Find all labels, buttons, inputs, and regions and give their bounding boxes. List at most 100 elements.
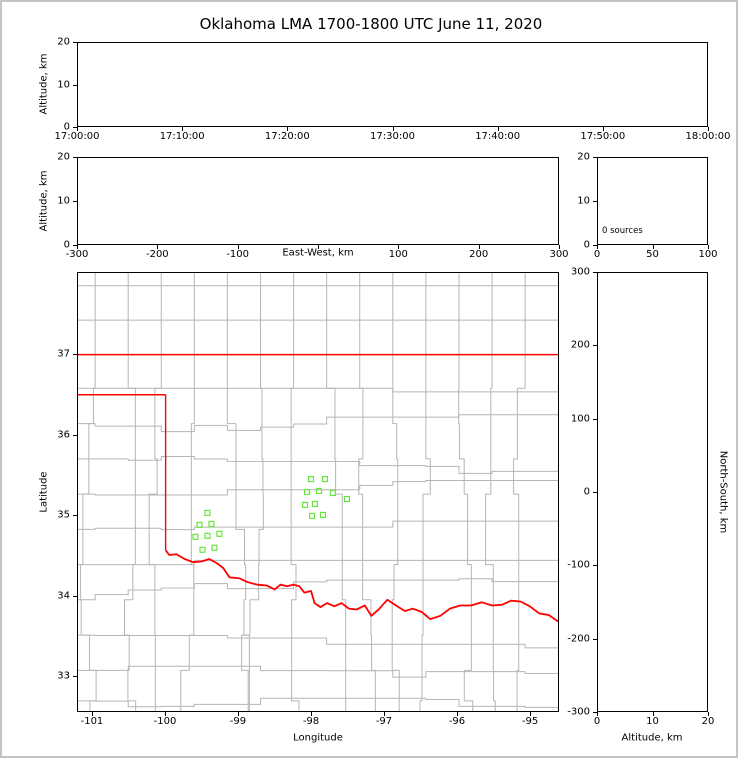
county-border — [241, 273, 264, 711]
x-tick-label: 100 — [388, 249, 408, 260]
y-tick-mark — [593, 345, 597, 347]
lma-station-marker — [204, 509, 211, 516]
x-tick-mark — [318, 245, 319, 249]
y-tick-mark — [73, 434, 77, 436]
x-tick-label: 200 — [469, 249, 489, 260]
county-border — [326, 273, 347, 711]
x-tick-label: -100 — [153, 716, 177, 727]
county-border — [80, 273, 97, 711]
lma-station-marker — [311, 500, 319, 508]
x-tick-label: 17:00:00 — [54, 131, 100, 142]
x-tick-mark — [237, 245, 239, 249]
x-tick-label: 0 — [593, 716, 601, 727]
y-tick-label: -300 — [567, 706, 590, 718]
lma-station-marker — [343, 495, 350, 503]
y-tick-label: 300 — [570, 266, 590, 278]
y-tick-mark — [73, 676, 77, 678]
panel-altitude-vs-eastwest — [77, 157, 559, 245]
y-tick-label: -100 — [567, 559, 590, 571]
x-tick-label: 18:00:00 — [685, 131, 731, 142]
x-tick-label: -200 — [145, 249, 169, 260]
y-tick-mark — [593, 565, 597, 567]
lma-station-marker — [192, 533, 199, 540]
x-tick-mark — [392, 127, 394, 131]
y-tick-mark — [593, 272, 597, 273]
y-tick-label: 20 — [577, 151, 590, 163]
x-axis-label-ew-panel: East-West, km — [282, 247, 354, 259]
x-axis-label-map: Longitude — [293, 732, 343, 744]
y-axis-label-time-panel: Altitude, km — [38, 53, 50, 115]
y-tick-label: 37 — [57, 348, 70, 360]
x-tick-label: -100 — [226, 249, 250, 260]
y-tick-mark — [593, 418, 597, 420]
y-tick-mark — [73, 354, 77, 356]
y-tick-label: -200 — [567, 633, 590, 645]
y-axis-label-ew-panel: Altitude, km — [38, 170, 50, 232]
x-tick-mark — [383, 712, 385, 716]
panel-altitude-vs-time — [77, 42, 708, 127]
lma-station-marker — [315, 487, 323, 495]
y-tick-mark — [73, 595, 77, 597]
x-tick-mark — [652, 712, 654, 716]
y-tick-label: 0 — [583, 486, 590, 498]
x-tick-label: 17:40:00 — [475, 131, 521, 142]
lma-station-marker — [321, 475, 329, 483]
county-border — [78, 520, 558, 531]
y-tick-mark — [593, 712, 597, 713]
y-tick-label: 0 — [63, 239, 70, 251]
county-border — [78, 480, 558, 496]
x-tick-mark — [457, 712, 458, 716]
y-tick-mark — [73, 84, 77, 86]
x-tick-mark — [708, 245, 709, 249]
lma-station-marker — [301, 501, 309, 509]
county-border — [290, 273, 300, 711]
oklahoma-map — [78, 273, 558, 711]
y-tick-mark — [593, 201, 597, 202]
lma-station-marker — [303, 488, 311, 496]
county-border — [391, 273, 400, 711]
x-tick-mark — [157, 245, 159, 249]
x-tick-mark — [597, 245, 598, 249]
x-tick-mark — [287, 127, 289, 131]
y-tick-mark — [73, 201, 77, 202]
x-tick-mark — [237, 712, 239, 716]
x-tick-mark — [602, 127, 604, 131]
lma-station-marker — [329, 489, 337, 497]
x-tick-label: 0 — [593, 249, 601, 260]
x-tick-mark — [77, 245, 78, 249]
lma-station-marker — [211, 544, 218, 551]
y-tick-label: 10 — [57, 79, 70, 90]
y-tick-mark — [73, 515, 77, 517]
source-count-label: 0 sources — [602, 226, 643, 236]
y-tick-label: 34 — [57, 590, 70, 602]
y-tick-mark — [593, 245, 597, 246]
x-tick-mark — [182, 127, 184, 131]
y-tick-label: 0 — [583, 239, 590, 251]
county-border — [124, 273, 137, 711]
x-tick-label: 100 — [698, 249, 718, 260]
x-tick-mark — [310, 712, 312, 716]
lma-station-marker — [196, 521, 203, 528]
x-tick-mark — [398, 245, 400, 249]
county-border — [180, 273, 195, 711]
x-tick-label: -99 — [229, 716, 247, 727]
x-tick-mark — [559, 245, 560, 249]
y-tick-mark — [73, 157, 77, 158]
x-tick-label: 50 — [646, 249, 659, 260]
county-border — [78, 414, 558, 433]
x-tick-mark — [708, 712, 709, 716]
chart-title: Oklahoma LMA 1700-1800 UTC June 11, 2020 — [199, 15, 543, 33]
y-axis-label-map: Latitude — [38, 471, 50, 513]
x-tick-label: -101 — [80, 716, 104, 727]
y-tick-mark — [593, 638, 597, 640]
y-tick-mark — [73, 42, 77, 43]
y-tick-label: 100 — [570, 413, 590, 425]
y-tick-mark — [593, 492, 597, 493]
panel-altitude-histogram: 0 sources — [597, 157, 708, 245]
x-tick-mark — [91, 712, 93, 716]
county-border — [148, 273, 162, 711]
county-border — [458, 273, 474, 711]
lma-station-marker — [216, 530, 223, 537]
x-tick-mark — [497, 127, 499, 131]
